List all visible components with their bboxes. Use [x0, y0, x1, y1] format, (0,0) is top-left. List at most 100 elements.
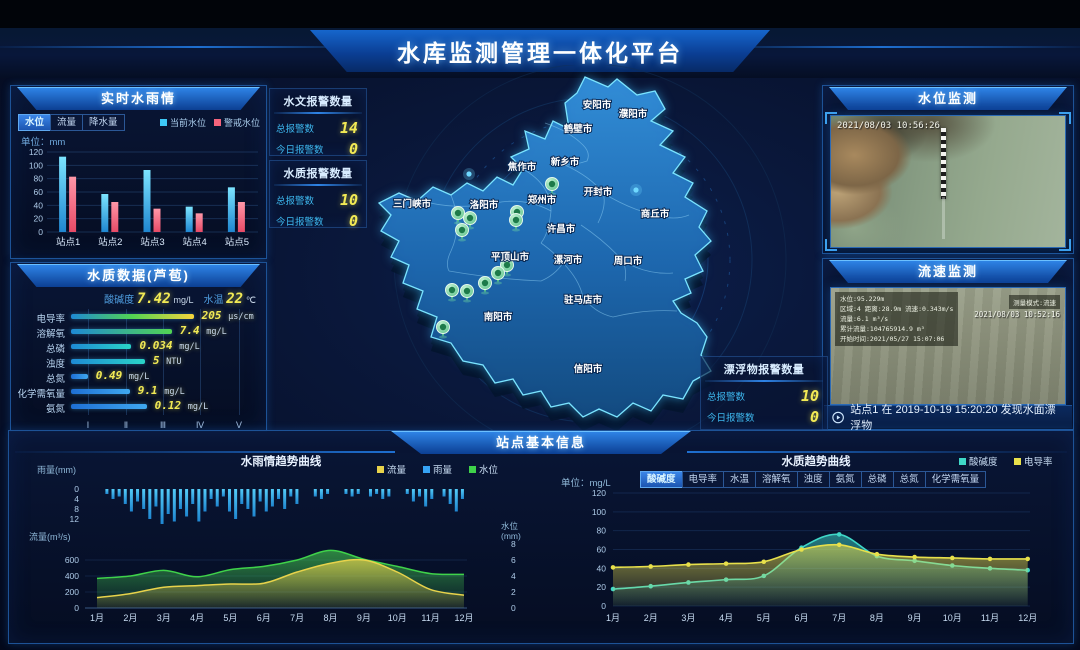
station-pins	[436, 177, 559, 339]
tab-氨氮[interactable]: 氨氮	[828, 471, 862, 488]
station-info-title: 站点基本信息	[391, 431, 691, 454]
quality-row-value: 0.49 mg/L	[95, 369, 150, 382]
svg-text:1月: 1月	[606, 613, 620, 623]
svg-text:3月: 3月	[681, 613, 695, 623]
tab-溶解氧[interactable]: 溶解氧	[755, 471, 798, 488]
frame-corner-icon	[1059, 112, 1071, 124]
svg-text:4月: 4月	[719, 613, 733, 623]
svg-text:7月: 7月	[290, 613, 304, 623]
province-outline[interactable]	[377, 76, 712, 418]
flow-video-feed[interactable]: 水位:95.229m 区域:4 距离:28.9m 流速:0.343m/s 流量:…	[830, 287, 1066, 405]
alarm-row: 总报警数 10	[276, 191, 358, 209]
map-pin[interactable]	[436, 320, 450, 339]
map-pin[interactable]	[500, 258, 514, 277]
realtime-tab-row: 水位 流量 降水量 当前水位 警戒水位	[18, 114, 260, 131]
play-icon	[832, 411, 844, 423]
quality-row-value: 0.034 mg/L	[139, 339, 200, 352]
city-label: 洛阳市	[470, 199, 499, 211]
realtime-water-rain-panel: 实时水雨情 水位 流量 降水量 当前水位 警戒水位 单位：mm 0 20 40 60 80 10…	[10, 85, 267, 259]
legend-swatch	[159, 119, 167, 126]
svg-text:水雨情趋势曲线: 水雨情趋势曲线	[241, 454, 322, 468]
city-label: 焦作市	[507, 161, 537, 173]
tab-流量[interactable]: 流量	[50, 114, 84, 131]
svg-text:8: 8	[511, 539, 516, 549]
svg-text:60: 60	[597, 545, 607, 555]
alert-ticker[interactable]: 站点1 在 2019-10-19 15:20:20 发现水面漂浮物	[824, 404, 1072, 432]
temp-stat: 水温 22 ℃	[203, 291, 256, 307]
svg-text:酸碱度: 酸碱度	[969, 456, 998, 468]
quality-row-label: 总磷	[45, 344, 65, 355]
tab-浊度[interactable]: 浊度	[796, 471, 830, 488]
city-label: 南阳市	[484, 311, 513, 323]
city-label: 信阳市	[574, 363, 603, 375]
flow-telemetry-overlay: 水位:95.229m 区域:4 距离:28.9m 流速:0.343m/s 流量:…	[835, 292, 959, 347]
city-label: 开封市	[584, 186, 613, 198]
station-info-panel: 站点基本信息 水雨情趋势曲线 流量 雨量 水位 雨量(mm) 0 4 8 12 流量(m³/s) 6…	[8, 430, 1074, 644]
map-pin[interactable]	[445, 283, 459, 302]
svg-text:站点1: 站点1	[56, 236, 80, 248]
tab-总磷[interactable]: 总磷	[860, 471, 894, 488]
tab-水位[interactable]: 水位	[18, 114, 52, 131]
quality-bar	[71, 359, 145, 364]
city-label: 漯河市	[554, 254, 583, 266]
svg-text:0: 0	[601, 601, 606, 611]
unit-label: 单位：mm	[21, 137, 66, 148]
alarm-row: 总报警数 14	[276, 119, 358, 137]
quality-row-value: 0.12 mg/L	[154, 399, 209, 412]
svg-text:流量: 流量	[387, 464, 407, 476]
city-label: 濮阳市	[618, 108, 648, 120]
map-pin[interactable]	[451, 206, 465, 225]
flow-velocity-video-panel: 流速监测 水位:95.229m 区域:4 距离:28.9m 流速:0.343m/…	[822, 258, 1074, 432]
map-pin[interactable]	[491, 266, 505, 285]
tab-电导率[interactable]: 电导率	[681, 471, 725, 488]
svg-text:流量(m³/s): 流量(m³/s)	[29, 531, 71, 542]
gauge-reflection	[941, 197, 945, 240]
svg-text:站点2: 站点2	[98, 236, 122, 248]
ph-stat: 酸碱度 7.42 mg/L	[104, 291, 194, 307]
svg-text:雨量: 雨量	[433, 465, 453, 476]
svg-text:12月: 12月	[454, 613, 473, 623]
tab-总氮[interactable]: 总氮	[892, 471, 926, 488]
map-pin[interactable]	[509, 213, 523, 232]
tab-水温[interactable]: 水温	[723, 471, 757, 488]
svg-text:60: 60	[34, 187, 44, 197]
quality-row-label: 浊度	[45, 359, 65, 370]
svg-text:100: 100	[592, 507, 606, 517]
legend-item: 当前水位	[159, 116, 206, 129]
svg-text:11月: 11月	[421, 613, 439, 623]
svg-text:站点4: 站点4	[183, 236, 207, 248]
floating-alarm-panel: 漂浮物报警数量 总报警数 10 今日报警数 0	[700, 356, 828, 430]
quality-alarm-panel: 水质报警数量 总报警数 10 今日报警数 0	[269, 160, 367, 230]
map-pin[interactable]	[460, 284, 474, 303]
legend-swatch	[213, 119, 221, 126]
quality-row-value: 205 μs/cm	[201, 309, 254, 322]
city-label: 安阳市	[583, 99, 612, 111]
tab-降水量[interactable]: 降水量	[82, 114, 125, 131]
svg-text:80: 80	[597, 526, 607, 536]
quality-row-value: 7.4 mg/L	[179, 324, 227, 337]
city-label: 鹤壁市	[564, 123, 593, 135]
svg-text:6月: 6月	[257, 613, 271, 623]
tab-化学需氧量[interactable]: 化学需氧量	[924, 471, 987, 488]
hydro-alarm-panel: 水文报警数量 总报警数 14 今日报警数 0	[269, 88, 367, 158]
tab-酸碱度[interactable]: 酸碱度	[640, 471, 683, 488]
map-pin[interactable]	[478, 276, 492, 295]
city-label: 郑州市	[528, 194, 557, 206]
quality-bar-chart: Ⅰ Ⅱ Ⅲ Ⅳ Ⅴ 电导率 205 μs/cm 溶解氧 7.4 mg/L 总磷 0.034 mg/L…	[17, 309, 260, 431]
svg-text:20: 20	[34, 214, 44, 224]
svg-text:4: 4	[74, 494, 79, 504]
svg-text:10月: 10月	[388, 613, 407, 623]
map-pin[interactable]	[455, 223, 469, 242]
map-pin[interactable]	[545, 177, 559, 196]
frame-corner-icon	[825, 112, 837, 124]
quality-bar	[71, 404, 147, 409]
grid-line	[163, 309, 164, 415]
quality-bar	[71, 329, 172, 334]
svg-text:12: 12	[70, 514, 80, 524]
header-accent-line-right	[750, 46, 1080, 48]
level-video-feed[interactable]: 2021/08/03 10:56:26	[830, 115, 1066, 248]
axis-tick: Ⅱ	[123, 420, 129, 430]
legend-label: 警戒水位	[223, 118, 260, 128]
svg-text:11月: 11月	[981, 613, 999, 623]
